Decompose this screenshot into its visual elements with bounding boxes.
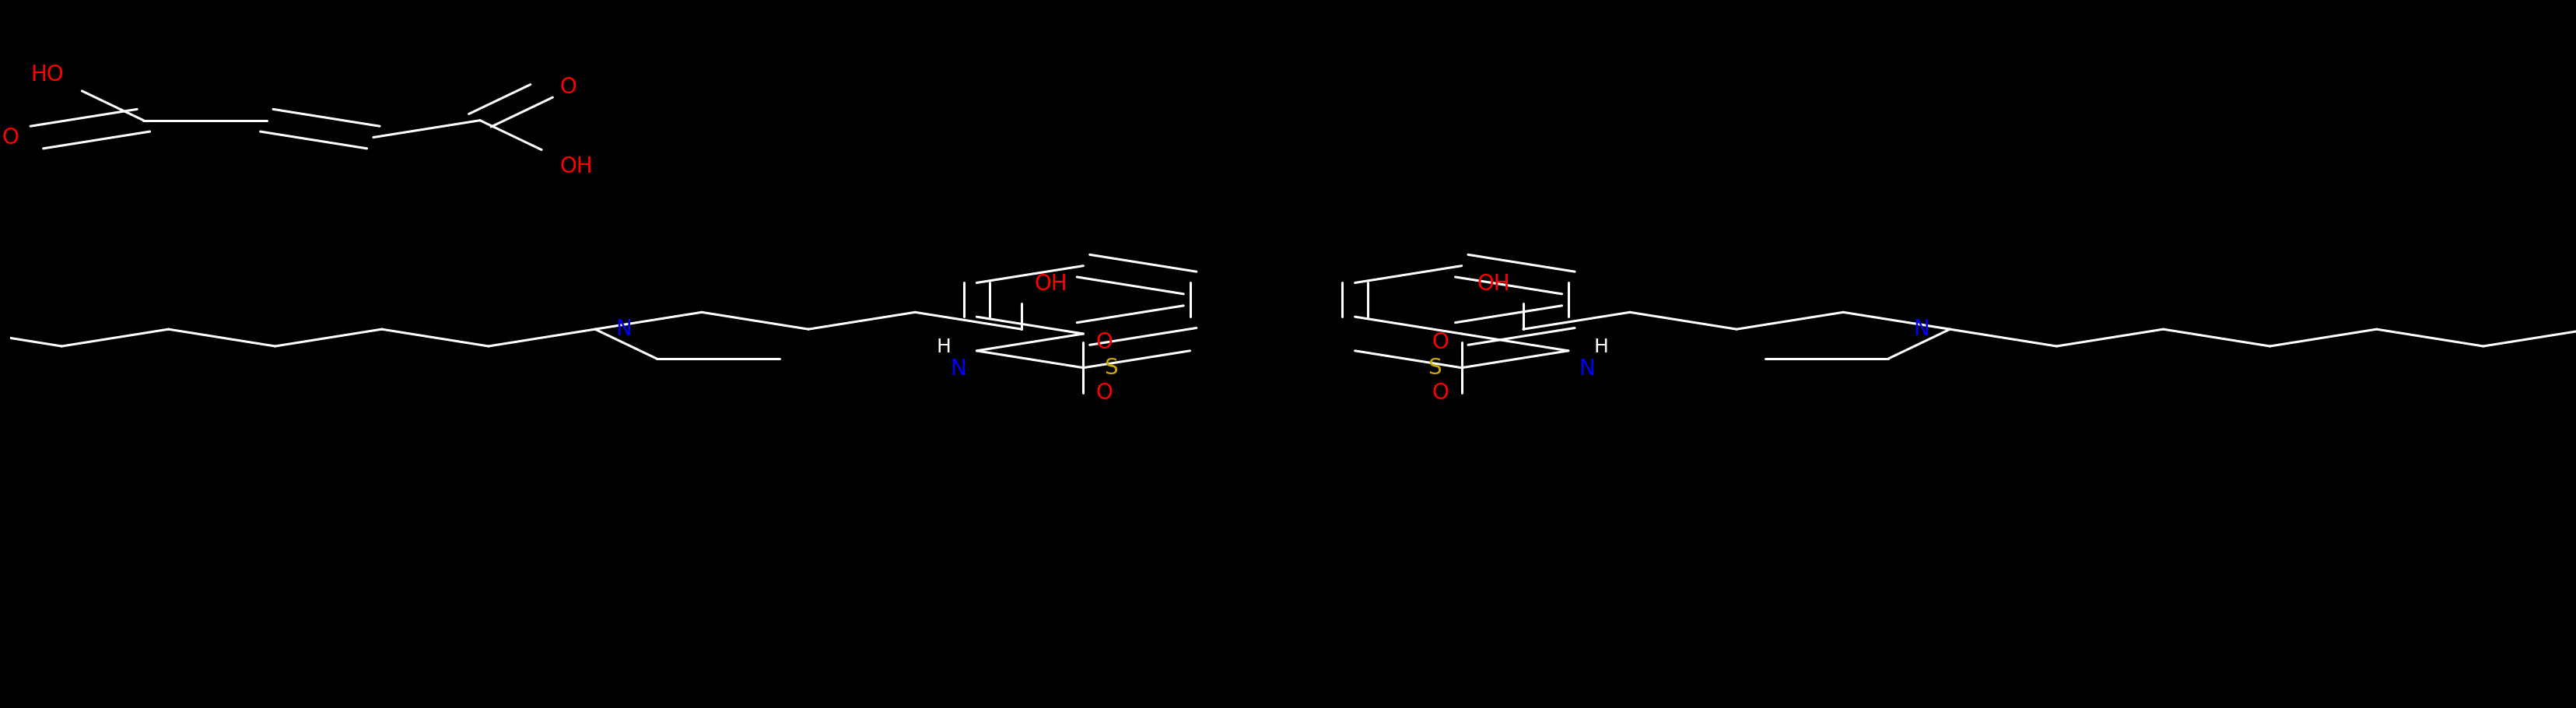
Text: O: O (559, 76, 577, 98)
Text: O: O (1432, 382, 1448, 404)
Text: O: O (1432, 331, 1448, 353)
Text: HO: HO (31, 64, 64, 85)
Text: O: O (3, 127, 18, 148)
Text: S: S (1427, 357, 1440, 379)
Text: OH: OH (559, 156, 592, 177)
Text: N: N (616, 319, 631, 340)
Text: N: N (951, 358, 966, 379)
Text: O: O (1097, 331, 1113, 353)
Text: N: N (1579, 358, 1595, 379)
Text: H: H (1595, 338, 1607, 357)
Text: O: O (1097, 382, 1113, 404)
Text: OH: OH (1476, 273, 1510, 295)
Text: OH: OH (1036, 273, 1066, 295)
Text: S: S (1105, 357, 1118, 379)
Text: N: N (1914, 319, 1929, 340)
Text: H: H (935, 338, 951, 357)
